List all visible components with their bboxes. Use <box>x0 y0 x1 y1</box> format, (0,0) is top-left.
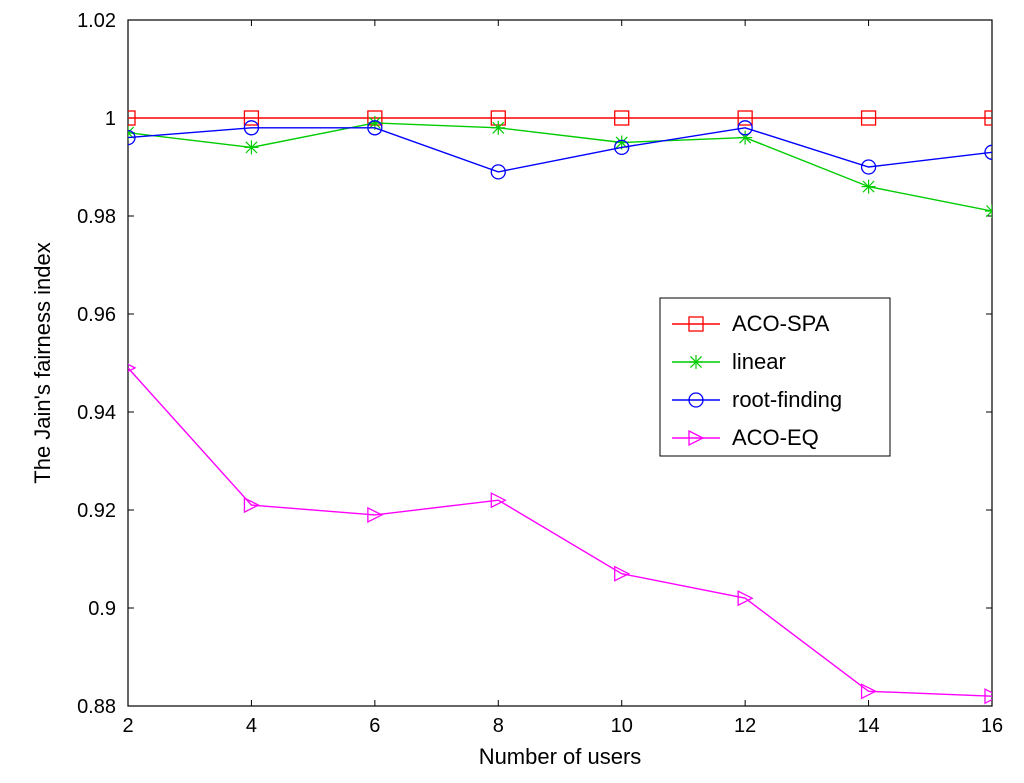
chart-container: 2 4 6 8 10 12 14 16 0.88 0.9 0.92 0.94 0.96 0.98 1 1.02… <box>0 0 1024 783</box>
x-tick-label: 8 <box>493 715 504 737</box>
y-tick-label: 1.02 <box>77 10 116 32</box>
x-tick-label: 16 <box>981 715 1003 737</box>
x-tick-label: 4 <box>246 715 257 737</box>
x-tick-label: 6 <box>369 715 380 737</box>
y-tick-label: 0.96 <box>77 304 116 326</box>
legend-label-linear: linear <box>732 349 786 374</box>
y-tick-label: 0.92 <box>77 500 116 522</box>
legend-label-ACO-SPA: ACO-SPA <box>732 311 830 336</box>
x-tick-label: 12 <box>734 715 756 737</box>
legend-label-root-finding: root-finding <box>732 387 842 412</box>
y-axis-label: The Jain's fairness index <box>30 242 55 483</box>
legend-label-ACO-EQ: ACO-EQ <box>732 425 819 450</box>
fairness-line-chart: 2 4 6 8 10 12 14 16 0.88 0.9 0.92 0.94 0.96 0.98 1 1.02… <box>0 0 1024 783</box>
legend: ACO-SPA linear root-finding ACO-EQ <box>660 298 890 456</box>
x-tick-label: 14 <box>857 715 879 737</box>
x-tick-label: 10 <box>611 715 633 737</box>
y-tick-label: 0.88 <box>77 696 116 718</box>
y-tick-label: 0.9 <box>88 598 116 620</box>
y-tick-label: 0.98 <box>77 206 116 228</box>
x-tick-label: 2 <box>122 715 133 737</box>
x-axis-label: Number of users <box>479 744 642 769</box>
y-tick-label: 1 <box>105 108 116 130</box>
y-tick-label: 0.94 <box>77 402 116 424</box>
